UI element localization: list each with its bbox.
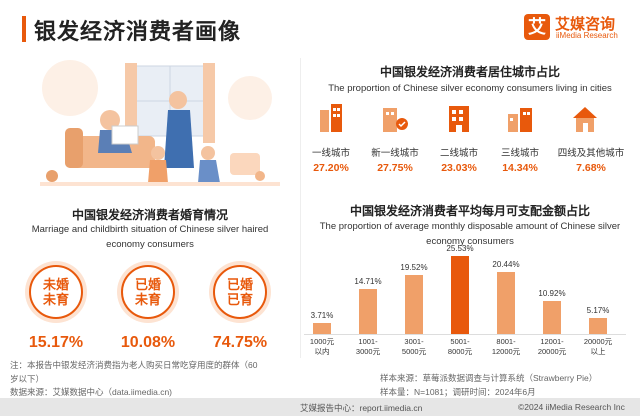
chart-category-label-line: 以上 <box>590 347 606 356</box>
marriage-pct-unmarried-nochild: 15.17% <box>28 334 84 351</box>
tier3-city-icon <box>508 108 532 132</box>
chart-category-label-line: 20000元 <box>537 347 567 356</box>
city-item-tier1: 一线城市 27.20% <box>301 145 361 174</box>
chart-category-label: 1001- 3000元 <box>343 337 393 357</box>
marriage-subtitle-line-2: economy consumers <box>106 239 194 250</box>
footnote-line-1: 注：本报告中银发经济消费指为老人购买日常吃穿用度的群体（60 <box>10 360 258 370</box>
sample-size: 样本量：N=1081；调研时间：2024年6月 <box>380 387 536 397</box>
chart-category-label-line: 3000元 <box>355 347 381 356</box>
logo-text: 艾媒咨询 <box>555 16 616 33</box>
chart-category-label-line: 5000元 <box>401 347 427 356</box>
chart-bar-value-label: 25.53% <box>446 244 474 254</box>
chart-bar-value-label: 5.17% <box>586 306 610 316</box>
chart-bar-value-label: 20.44% <box>492 259 520 269</box>
new-tier1-city-icon <box>383 108 408 132</box>
header-accent-bar <box>22 16 26 42</box>
chart-category-label: 3001- 5000元 <box>389 337 439 357</box>
chart-category-label-line: 20000元 <box>583 337 613 346</box>
chart-category-label: 12001- 20000元 <box>527 337 577 357</box>
tier4-city-icon <box>573 107 597 132</box>
chart-bar <box>497 271 515 334</box>
city-label: 二线城市 <box>439 148 478 159</box>
family-illustration <box>40 58 280 198</box>
marriage-label-line2: 未育 <box>134 292 161 307</box>
chart-category-label-line: 1001- <box>358 337 378 346</box>
marriage-label-line1: 已婚 <box>226 277 253 292</box>
footer-report-link[interactable]: 艾媒报告中心：report.iimedia.cn <box>300 403 423 413</box>
city-item-new-tier1: 新一线城市 27.75% <box>365 145 425 174</box>
city-pct: 27.20% <box>313 162 349 174</box>
marriage-label-line1: 未婚 <box>42 277 69 292</box>
chart-bar <box>405 274 423 334</box>
footnote: 注：本报告中银发经济消费指为老人购买日常吃穿用度的群体（60 岁以下） <box>10 358 295 386</box>
marriage-subtitle-line-1: Marriage and childbirth situation of Chi… <box>31 224 269 235</box>
city-subtitle: The proportion of Chinese silver economy… <box>328 83 612 94</box>
footnote-line-2: 岁以下） <box>10 374 45 384</box>
city-pct: 14.34% <box>502 162 538 174</box>
chart-category-label: 1000元 以内 <box>297 337 347 357</box>
city-title: 中国银发经济消费者居住城市占比 <box>379 65 560 79</box>
city-label: 四线及其他城市 <box>557 148 625 159</box>
chart-category-label: 5001- 8000元 <box>435 337 485 357</box>
city-label: 三线城市 <box>500 148 539 159</box>
city-label: 新一线城市 <box>371 148 419 159</box>
marriage-pct-married-nochild: 10.08% <box>120 334 176 351</box>
chart-bar-value-label: 10.92% <box>538 288 566 298</box>
chart-subtitle-line-1: The proportion of average monthly dispos… <box>319 221 621 232</box>
chart-bar-value-label: 19.52% <box>400 262 428 272</box>
chart-title: 中国银发经济消费者平均每月可支配金额占比 <box>349 204 590 218</box>
chart-category-label-line: 12000元 <box>491 347 521 356</box>
chart-bar <box>589 318 607 334</box>
chart-bar <box>543 300 561 334</box>
city-pct: 7.68% <box>576 162 606 174</box>
chart-category-label-line: 3001- <box>404 337 424 346</box>
page-title: 银发经济消费者画像 <box>34 19 242 44</box>
marriage-pct-married-child: 74.75% <box>212 334 268 351</box>
city-item-tier2: 二线城市 23.03% <box>429 145 489 174</box>
chart-subtitle-line-2: economy consumers <box>426 236 514 247</box>
chart-baseline <box>304 334 626 335</box>
footer-bar <box>0 398 640 416</box>
chart-bar <box>313 322 331 334</box>
chart-bar-value-label: 14.71% <box>354 277 382 287</box>
chart-category-label-line: 8000元 <box>447 347 473 356</box>
chart-bar <box>359 289 377 334</box>
marriage-circle-married-child: 已婚 已育 <box>213 265 267 319</box>
marriage-label-line2: 未育 <box>42 292 69 307</box>
city-item-tier3: 三线城市 14.34% <box>490 145 550 174</box>
sample-source: 样本来源：草莓派数据调查与计算系统（Strawberry Pie） <box>380 373 598 383</box>
city-item-tier4: 四线及其他城市 7.68% <box>555 145 627 174</box>
section-divider <box>300 58 301 358</box>
marriage-circle-unmarried-nochild: 未婚 未育 <box>29 265 83 319</box>
marriage-title: 中国银发经济消费者婚育情况 <box>71 208 228 222</box>
marriage-circle-married-nochild: 已婚 未育 <box>121 265 175 319</box>
chart-category-label-line: 8001- <box>496 337 516 346</box>
chart-subtitle: The proportion of average monthly dispos… <box>300 219 640 249</box>
chart-category-label-line: 5001- <box>450 337 470 346</box>
marriage-label-line1: 已婚 <box>134 277 161 292</box>
chart-bar-value-label: 3.71% <box>310 310 334 320</box>
marriage-subtitle: Marriage and childbirth situation of Chi… <box>20 222 280 252</box>
disposable-amount-bar-chart: 3.71% 1000元 以内 14.71% 1001- 3000元 19.52% 3001- 5… <box>297 244 630 370</box>
tier2-city-icon <box>449 106 469 132</box>
tier1-city-icon <box>320 104 342 132</box>
city-label: 一线城市 <box>311 148 350 159</box>
chart-category-label: 20000元 以上 <box>573 337 623 357</box>
chart-category-label-line: 12001- <box>540 337 564 346</box>
footer-copyright: ©2024 iiMedia Research Inc <box>518 402 625 412</box>
chart-bar <box>451 256 469 334</box>
chart-category-label-line: 1000元 <box>309 337 335 346</box>
logo-subtext: iiMedia Research <box>556 31 618 40</box>
logo-icon: 艾 <box>524 14 550 40</box>
data-source: 数据来源：艾媒数据中心（data.iimedia.cn) <box>10 387 173 397</box>
city-pct: 23.03% <box>441 162 477 174</box>
marriage-label-line2: 已育 <box>226 292 253 307</box>
city-pct: 27.75% <box>377 162 413 174</box>
chart-category-label-line: 以内 <box>314 347 330 356</box>
chart-category-label: 8001- 12000元 <box>481 337 531 357</box>
